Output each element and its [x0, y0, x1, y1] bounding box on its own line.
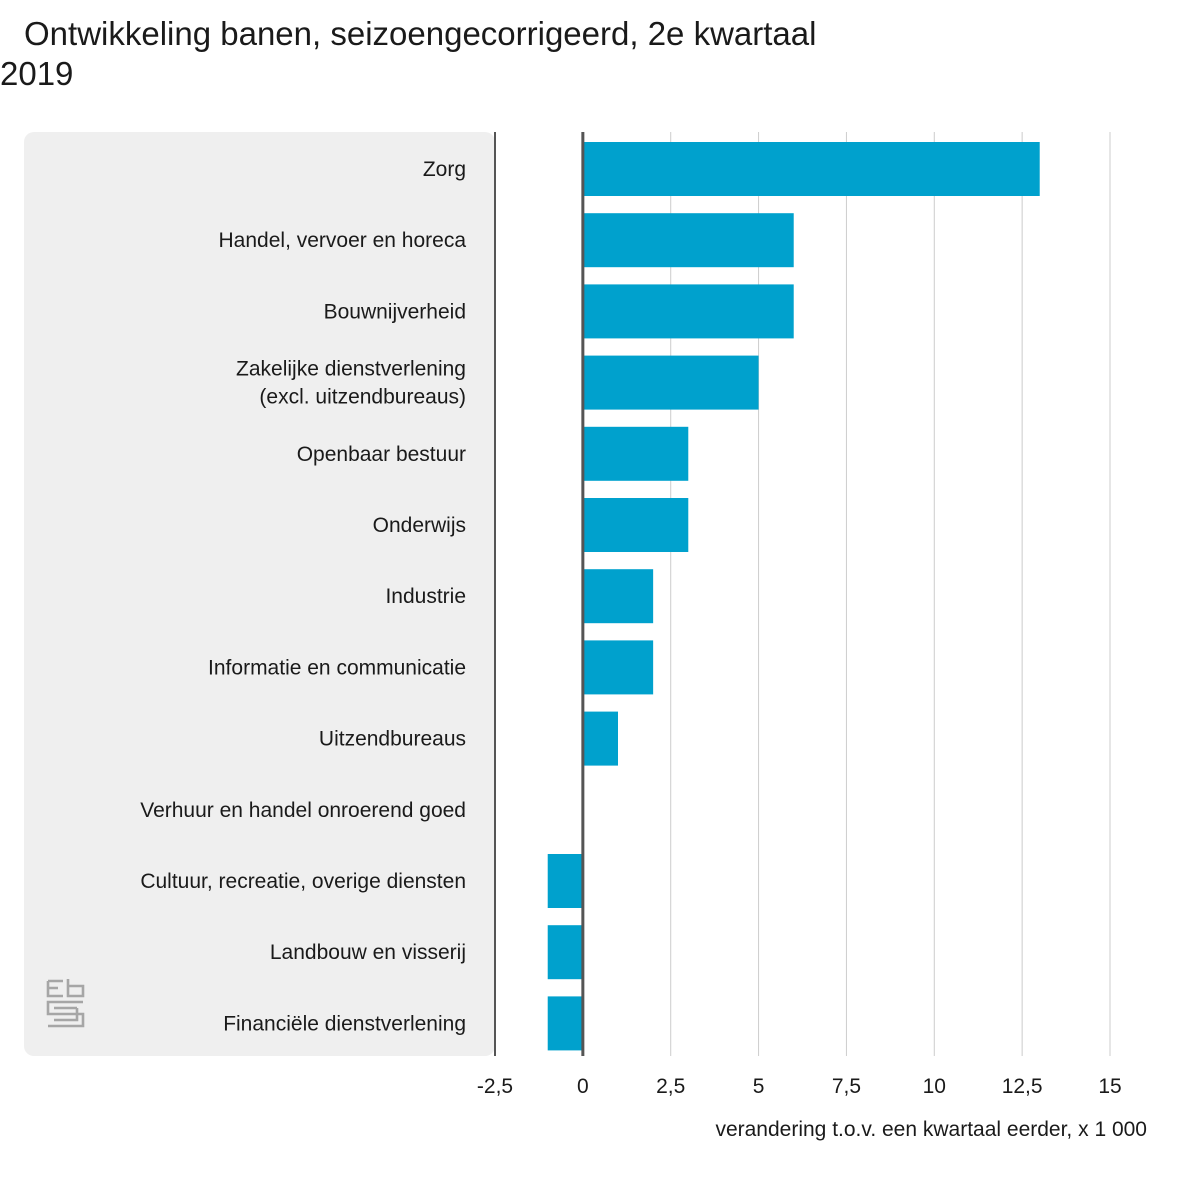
category-label: Zakelijke dienstverlening (excl. uitzendb…	[236, 358, 466, 409]
category-label: Uitzendbureaus	[319, 728, 466, 751]
category-label-line: Uitzendbureaus	[319, 728, 466, 751]
category-labels: Zorg Handel, vervoer en horeca Bouwnijverh…	[140, 158, 466, 1035]
category-label: Onderwijs	[373, 514, 466, 537]
bar	[582, 213, 794, 268]
x-tick-label: 15	[1098, 1075, 1121, 1098]
category-label-line: Cultuur, recreatie, overige diensten	[140, 870, 466, 893]
grid-lines	[670, 132, 1111, 1056]
x-tick-labels: -2,5 0 2,5 5 7,5 10 12,5 15	[477, 1075, 1122, 1098]
bar	[582, 711, 618, 766]
category-label: Financiële dienstverlening	[223, 1012, 466, 1035]
category-label: Zorg	[423, 158, 466, 181]
x-tick-label: 10	[923, 1075, 946, 1098]
category-label-line: Openbaar bestuur	[297, 443, 466, 466]
bars	[547, 142, 1040, 1051]
category-label-line: Verhuur en handel onroerend goed	[140, 799, 466, 822]
chart-title-line-2: 2019	[0, 55, 74, 92]
category-label-line: Industrie	[385, 585, 466, 608]
category-label: Verhuur en handel onroerend goed	[140, 799, 466, 822]
bar	[582, 284, 794, 339]
x-axis-label: verandering t.o.v. een kwartaal eerder, …	[715, 1118, 1147, 1141]
bar	[582, 498, 689, 552]
axes	[494, 132, 585, 1056]
category-label-line: Bouwnijverheid	[324, 300, 466, 323]
x-tick-label: 12,5	[1002, 1075, 1043, 1098]
x-tick-label: 7,5	[832, 1075, 861, 1098]
category-label-line: Onderwijs	[373, 514, 466, 537]
chart-title: Ontwikkeling banen, seizoengecorrigeerd,…	[0, 14, 900, 94]
x-tick-label: -2,5	[477, 1075, 513, 1098]
category-label-line: Zakelijke dienstverlening	[236, 358, 466, 381]
category-label-line: Zorg	[423, 158, 466, 181]
category-label: Openbaar bestuur	[297, 443, 466, 466]
category-label-line: Informatie en communicatie	[208, 656, 466, 679]
bar	[582, 142, 1040, 196]
bar	[547, 854, 583, 908]
bar	[582, 426, 689, 481]
category-label: Informatie en communicatie	[208, 656, 466, 679]
category-label-line: Landbouw en visserij	[270, 941, 466, 964]
bar	[582, 569, 654, 624]
bar	[547, 996, 583, 1051]
category-label: Landbouw en visserij	[270, 941, 466, 964]
category-label-line: (excl. uitzendbureaus)	[259, 386, 466, 409]
category-label-line: Handel, vervoer en horeca	[219, 229, 467, 252]
x-tick-label: 0	[577, 1075, 589, 1098]
x-tick-label: 5	[753, 1075, 765, 1098]
category-label: Cultuur, recreatie, overige diensten	[140, 870, 466, 893]
category-panel	[24, 132, 495, 1056]
category-label: Industrie	[385, 585, 466, 608]
x-tick-label: 2,5	[656, 1075, 685, 1098]
category-label: Handel, vervoer en horeca	[219, 229, 467, 252]
chart-title-line-1: Ontwikkeling banen, seizoengecorrigeerd,…	[24, 15, 817, 52]
category-label-line: Financiële dienstverlening	[223, 1012, 466, 1035]
bar	[547, 925, 583, 980]
bar	[582, 640, 654, 695]
cbs-logo-icon	[46, 979, 85, 1028]
bar	[582, 355, 759, 410]
category-label: Bouwnijverheid	[324, 300, 466, 323]
